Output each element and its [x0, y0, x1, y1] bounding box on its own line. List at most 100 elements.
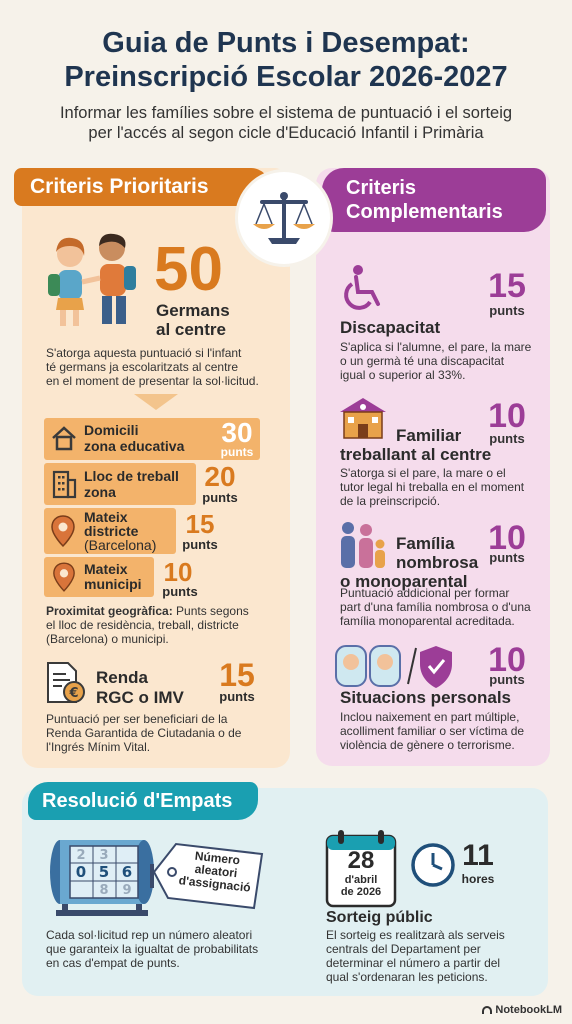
draw-desc-line-3: determinar el número a partir del [326, 956, 501, 970]
drum-digit: 5 [99, 863, 109, 881]
family-desc-line-2: part d'una família nombrosa o d'una [340, 600, 531, 614]
subtitle-line-2: per l'accés al segon cicle d'Educació In… [88, 124, 484, 142]
row-municipality-label: Mateix municipi [84, 562, 142, 592]
row-home-zone [44, 418, 260, 460]
drum-digit: 9 [122, 883, 131, 898]
shield-icon [420, 646, 452, 688]
staff-unit: punts [489, 431, 525, 446]
disability-desc-line-2: o un germà té una discapacitat [340, 354, 505, 368]
title-line-1: Guia de Punts i Desempat: [102, 27, 470, 59]
family-unit: punts [489, 550, 525, 565]
tag-icon [152, 842, 264, 910]
svg-text:€: € [68, 686, 78, 701]
public-draw-title: Sorteig públic [326, 909, 433, 926]
row-home-line-1: Domicili [84, 422, 139, 438]
staff-title-line-2: treballant al centre [340, 445, 492, 464]
row-district-label: Mateix districte (Barcelona) [84, 510, 156, 552]
chevron-down-icon [134, 394, 178, 410]
row-work-line-1: Lloc de treball [84, 468, 179, 484]
staff-desc-line-3: de la preinscripció. [340, 494, 441, 508]
personal-title: Situacions personals [340, 688, 511, 707]
complementary-criteria-banner: Criteris Complementaris [322, 168, 546, 232]
baby-icon [335, 645, 367, 687]
scale-badge [238, 172, 330, 264]
location-pin-icon [53, 562, 75, 592]
balance-scale-icon [253, 192, 315, 244]
row-work-label: Lloc de treball zona [84, 468, 179, 500]
draw-day: 28 [347, 847, 375, 874]
income-desc-line-3: l'Ingrés Mínim Vital. [46, 740, 151, 754]
personal-points: 10 [488, 641, 526, 679]
disability-points: 15 [488, 267, 526, 305]
siblings-label: Germans al centre [156, 301, 230, 339]
disability-title: Discapacitat [340, 318, 441, 337]
row-home-line-2: zona educativa [84, 438, 185, 454]
map-pin-icon [51, 515, 75, 548]
row-municipality-line-2: municipi [84, 576, 142, 592]
disability-unit: punts [489, 303, 525, 318]
siblings-description: S'atorga aquesta puntuació si l'infant t… [46, 346, 259, 388]
footer-brand-label: NotebookLM [495, 1004, 562, 1016]
personal-desc-line-1: Inclou naixement en part múltiple, [340, 710, 520, 724]
row-work-line-2: zona [84, 484, 116, 500]
draw-desc-line-4: qual s'ordenaran les peticions. [326, 970, 488, 984]
personal-desc-line-2: acolliment familiar o ser víctima de [340, 724, 525, 738]
siblings-desc-line-3: en el moment de presentar la sol·licitud… [46, 374, 259, 388]
family-title-line-2: nombrosa [396, 553, 479, 572]
draw-month: d'abril de 2026 [324, 874, 398, 898]
row-home-points: 30 [221, 417, 253, 448]
drum-digit: 0 [76, 863, 86, 881]
disability-desc-line-3: igual o superior al 33%. [340, 368, 466, 382]
staff-points: 10 [488, 397, 526, 435]
income-points: 15 [219, 657, 255, 693]
draw-month-line-2: de 2026 [340, 886, 382, 898]
draw-desc-line-2: centrals del Departament per [326, 942, 481, 956]
staff-description: S'atorga si el pare, la mare o el tutor … [340, 466, 524, 508]
proximity-description: Proximitat geogràfica: Punts segons el l… [46, 604, 249, 646]
draw-hour: 11 [462, 839, 494, 872]
children-walking-icon [48, 233, 136, 326]
family-desc-line-3: família monoparental acreditada. [340, 614, 515, 628]
tie-resolution-banner: Resolució d'Empats [28, 782, 258, 820]
personal-situations-icons [335, 645, 452, 688]
family-title-line-3: o monoparental [340, 572, 468, 591]
page-title: Guia de Punts i Desempat: Preinscripció … [0, 26, 572, 94]
row-district-points: 15 [185, 509, 215, 539]
income-label-line-2: RGC o IMV [96, 688, 184, 707]
income-unit: punts [219, 689, 255, 704]
siblings-desc-line-2: té germans ja escolaritzats al centre [46, 360, 239, 374]
row-district-line-1: Mateix [84, 509, 128, 525]
income-label: Renda RGC o IMV [96, 668, 184, 708]
drum-digit: 3 [99, 848, 108, 863]
clock-icon [411, 843, 455, 887]
proximity-desc-line-2: el lloc de residència, treball, district… [46, 618, 239, 632]
family-title-line-1: Família [396, 534, 455, 553]
staff-title: Familiar treballant al centre [340, 426, 491, 464]
staff-desc-line-1: S'atorga si el pare, la mare o el [340, 466, 506, 480]
notebook-logo-icon [482, 1006, 493, 1014]
drum-digit: 8 [99, 883, 108, 898]
office-building-icon [52, 470, 77, 499]
family-points: 10 [488, 519, 526, 557]
personal-unit: punts [489, 672, 525, 687]
row-municipality-points: 10 [163, 557, 193, 587]
school-building-icon [340, 398, 386, 439]
random-number-tag: Número aleatori d'assignació [176, 848, 256, 895]
family-icon [341, 522, 385, 568]
row-district-line-2: districte [84, 523, 139, 539]
income-desc-line-1: Puntuació per ser beneficiari de la [46, 712, 228, 726]
random-desc-line-1: Cada sol·licitud rep un número aleatori [46, 928, 253, 942]
staff-desc-line-2: tutor legal hi treballa en el moment [340, 480, 525, 494]
siblings-points: 50 [154, 235, 223, 304]
house-icon [52, 426, 76, 451]
row-municipality-line-1: Mateix [84, 561, 128, 577]
proximity-desc-line-1: Punts segons [172, 604, 249, 618]
public-draw-description: El sorteig es realitzarà als serveis cen… [326, 928, 505, 984]
proximity-desc-line-3: (Barcelona) o municipi. [46, 632, 169, 646]
calendar-icon [325, 830, 397, 908]
row-district-unit: punts [182, 537, 218, 552]
family-title: Família nombrosa o monoparental [340, 534, 478, 591]
siblings-label-line-2: al centre [156, 320, 226, 339]
row-home-unit: punts [220, 445, 254, 459]
page-subtitle: Informar les famílies sobre el sistema d… [20, 103, 552, 143]
